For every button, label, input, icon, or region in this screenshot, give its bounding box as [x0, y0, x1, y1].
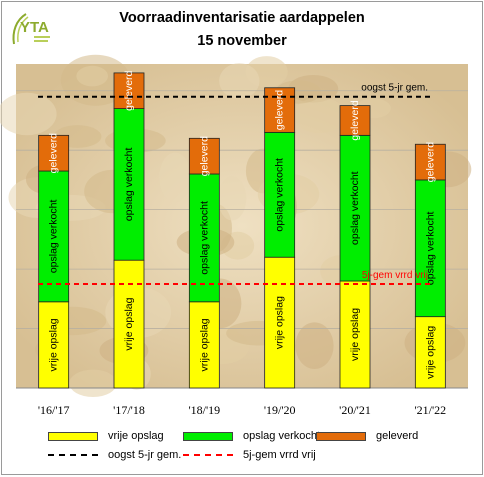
potato-shape — [293, 97, 347, 133]
category-label: '17/'18 — [113, 403, 145, 417]
segment-label: opslag verkocht — [424, 211, 436, 285]
segment-geleverd — [339, 105, 371, 136]
potato-shape — [159, 152, 191, 203]
segment-geleverd — [414, 143, 446, 181]
segment-label: geleverd — [48, 133, 60, 173]
segment-label: opslag verkocht — [349, 171, 361, 245]
segment-label: opslag verkocht — [274, 158, 286, 232]
chart-subtitle: 15 november — [197, 33, 287, 49]
legend-geleverd: geleverd — [316, 430, 418, 442]
yta-logo: YTA — [12, 13, 50, 45]
legend-label: geleverd — [376, 430, 419, 442]
potato-shape — [295, 322, 334, 370]
segment-label: opslag verkocht — [198, 201, 210, 275]
legend-oogst: oogst 5-jr gem. — [48, 449, 181, 461]
reference-label: oogst 5-jr gem. — [361, 83, 428, 94]
legend-label: opslag verkocht — [243, 430, 321, 442]
category-label: '16/'17 — [38, 403, 70, 417]
plot-area: vrije opslag opslag verkocht geleverd vrije… — [0, 54, 472, 417]
category-labels: '16/'17 '17/'18 '18/'19 '19/'20 '20/'21 '21/'… — [38, 403, 446, 417]
segment-geleverd — [188, 137, 220, 175]
category-label: '21/'22 — [414, 403, 446, 417]
legend: vrije opslag opslag verkocht geleverd oo… — [0, 428, 484, 468]
potato-shape — [69, 369, 117, 397]
segment-vrije-opslag — [113, 259, 145, 389]
segment-vrije-opslag — [38, 301, 70, 389]
segment-opslag-verkocht — [339, 134, 371, 282]
segment-label: opslag verkocht — [123, 148, 135, 222]
segment-label: geleverd — [274, 90, 286, 130]
gridlines — [16, 90, 468, 389]
segment-label: geleverd — [198, 136, 210, 176]
potato-shape — [0, 92, 57, 136]
legend-vrije-opslag: vrije opslag — [48, 430, 164, 442]
segment-vrije-opslag — [188, 301, 220, 389]
segment-label: geleverd — [424, 142, 436, 182]
legend-label: oogst 5-jr gem. — [108, 449, 182, 461]
potato-shape — [76, 65, 108, 87]
legend-vrij: 5j-gem vrrd vrij — [183, 449, 316, 461]
segment-label: vrije opslag — [274, 296, 286, 349]
bars: vrije opslag opslag verkocht geleverd vrije… — [38, 70, 446, 389]
segment-geleverd — [113, 72, 145, 109]
legend-dash-black — [48, 454, 98, 456]
segment-label: geleverd — [123, 70, 135, 110]
segment-vrije-opslag — [339, 280, 371, 389]
legend-opslag-verkocht: opslag verkocht — [183, 430, 320, 442]
chart-title: Voorraadinventarisatie aardappelen — [119, 10, 365, 26]
segment-vrije-opslag — [414, 316, 446, 389]
segment-label: geleverd — [349, 100, 361, 140]
potato-shape — [219, 63, 260, 99]
potato-shape — [217, 176, 247, 221]
segment-geleverd — [264, 87, 296, 133]
legend-swatch-green — [183, 431, 233, 441]
segment-geleverd — [38, 134, 70, 172]
segment-opslag-verkocht — [113, 108, 145, 261]
legend-label: 5j-gem vrrd vrij — [243, 449, 316, 461]
legend-swatch-orange — [316, 431, 366, 441]
category-label: '18/'19 — [188, 403, 220, 417]
reference-label: 5j-gem vrrd vrij — [362, 270, 428, 281]
segment-label: vrije opslag — [424, 326, 436, 379]
reference-lines: oogst 5-jr gem. 5j-gem vrrd vrij — [38, 83, 430, 285]
segment-label: vrije opslag — [123, 297, 135, 350]
segment-label: vrije opslag — [349, 308, 361, 361]
legend-dash-red — [183, 454, 233, 456]
segment-opslag-verkocht — [188, 173, 220, 303]
segment-label: opslag verkocht — [48, 200, 60, 274]
legend-label: vrije opslag — [108, 430, 164, 442]
svg-text:YTA: YTA — [20, 19, 49, 36]
segment-opslag-verkocht — [38, 170, 70, 303]
segment-label: vrije opslag — [198, 318, 210, 371]
segment-label: vrije opslag — [48, 318, 60, 371]
legend-swatch-yellow — [48, 431, 98, 441]
segment-opslag-verkocht — [264, 131, 296, 258]
category-label: '20/'21 — [339, 403, 371, 417]
category-label: '19/'20 — [264, 403, 296, 417]
